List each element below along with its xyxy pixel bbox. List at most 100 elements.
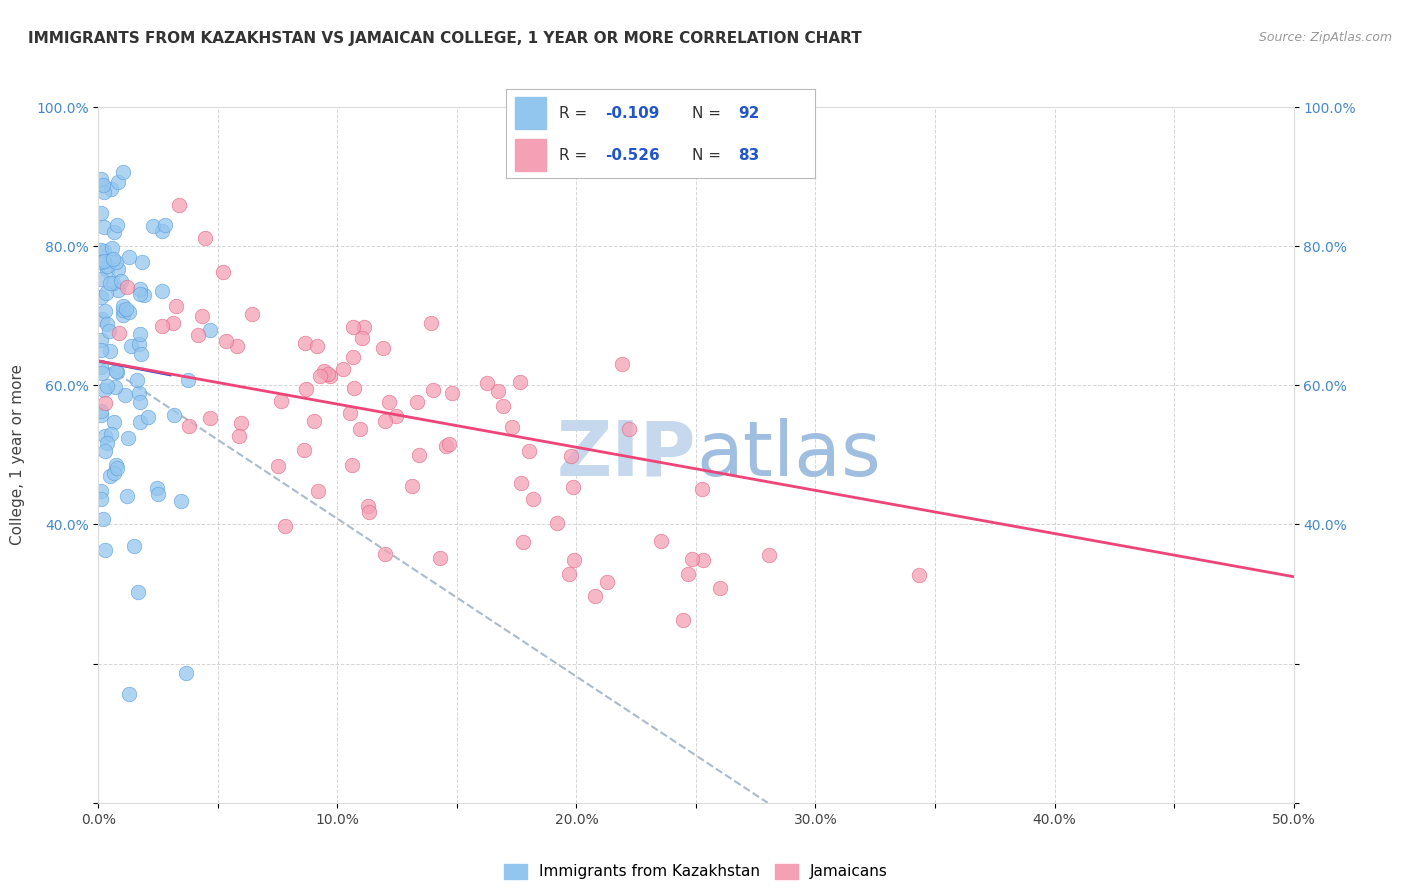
Jamaicans <box>191 309 214 323</box>
Immigrants from Kazakhstan <box>136 409 159 424</box>
Jamaicans <box>319 369 342 384</box>
Immigrants from Kazakhstan <box>115 301 138 316</box>
Immigrants from Kazakhstan <box>198 323 221 337</box>
Jamaicans <box>475 376 498 391</box>
Immigrants from Kazakhstan <box>98 276 121 290</box>
Immigrants from Kazakhstan <box>129 394 152 409</box>
Jamaicans <box>374 548 396 562</box>
Immigrants from Kazakhstan <box>105 458 128 472</box>
Immigrants from Kazakhstan <box>115 489 138 503</box>
Immigrants from Kazakhstan <box>150 224 173 238</box>
Jamaicans <box>357 499 380 513</box>
Immigrants from Kazakhstan <box>163 408 186 422</box>
Jamaicans <box>177 419 200 434</box>
Text: -0.526: -0.526 <box>605 148 659 162</box>
Jamaicans <box>352 331 374 345</box>
Jamaicans <box>406 395 429 409</box>
Immigrants from Kazakhstan <box>105 254 128 268</box>
Immigrants from Kazakhstan <box>107 175 129 189</box>
Immigrants from Kazakhstan <box>96 379 118 393</box>
Jamaicans <box>690 482 713 496</box>
Immigrants from Kazakhstan <box>94 429 117 443</box>
Jamaicans <box>342 458 364 472</box>
Jamaicans <box>240 307 263 321</box>
Jamaicans <box>343 381 366 395</box>
Immigrants from Kazakhstan <box>111 302 134 317</box>
Immigrants from Kazakhstan <box>155 218 177 232</box>
Jamaicans <box>512 534 534 549</box>
Immigrants from Kazakhstan <box>117 250 139 264</box>
Jamaicans <box>692 553 714 567</box>
Jamaicans <box>583 589 606 603</box>
Jamaicans <box>709 581 731 595</box>
Jamaicans <box>441 386 464 401</box>
Immigrants from Kazakhstan <box>103 225 125 239</box>
Immigrants from Kazakhstan <box>111 165 134 179</box>
Immigrants from Kazakhstan <box>90 408 112 422</box>
Jamaicans <box>509 375 531 389</box>
Jamaicans <box>617 422 640 436</box>
Immigrants from Kazakhstan <box>150 284 173 298</box>
Immigrants from Kazakhstan <box>94 285 117 300</box>
Jamaicans <box>676 566 699 581</box>
Immigrants from Kazakhstan <box>90 205 112 219</box>
Jamaicans <box>342 320 364 334</box>
Jamaicans <box>401 479 423 493</box>
Jamaicans <box>374 414 396 428</box>
Jamaicans <box>492 399 515 413</box>
Immigrants from Kazakhstan <box>103 466 125 480</box>
Immigrants from Kazakhstan <box>90 333 112 347</box>
Immigrants from Kazakhstan <box>118 687 141 701</box>
Jamaicans <box>267 458 290 473</box>
Immigrants from Kazakhstan <box>93 244 115 258</box>
Jamaicans <box>378 394 401 409</box>
Jamaicans <box>332 362 354 376</box>
Immigrants from Kazakhstan <box>117 431 139 445</box>
Immigrants from Kazakhstan <box>93 384 115 398</box>
Jamaicans <box>434 439 457 453</box>
Immigrants from Kazakhstan <box>103 415 125 429</box>
Jamaicans <box>294 335 316 350</box>
Text: -0.109: -0.109 <box>605 106 659 120</box>
Immigrants from Kazakhstan <box>90 272 112 286</box>
Jamaicans <box>371 341 394 355</box>
Jamaicans <box>907 568 929 582</box>
Immigrants from Kazakhstan <box>90 403 112 417</box>
Jamaicans <box>274 518 297 533</box>
Immigrants from Kazakhstan <box>129 326 152 341</box>
Legend: Immigrants from Kazakhstan, Jamaicans: Immigrants from Kazakhstan, Jamaicans <box>498 857 894 886</box>
Immigrants from Kazakhstan <box>98 468 121 483</box>
Immigrants from Kazakhstan <box>104 380 127 394</box>
Immigrants from Kazakhstan <box>129 415 152 429</box>
Immigrants from Kazakhstan <box>93 185 115 199</box>
Jamaicans <box>228 428 250 442</box>
Jamaicans <box>517 443 540 458</box>
Jamaicans <box>650 534 672 549</box>
Immigrants from Kazakhstan <box>132 288 155 302</box>
Immigrants from Kazakhstan <box>90 254 112 268</box>
Jamaicans <box>194 230 217 244</box>
Jamaicans <box>486 384 509 398</box>
Jamaicans <box>501 419 523 434</box>
Immigrants from Kazakhstan <box>146 481 169 495</box>
Jamaicans <box>200 411 222 425</box>
Jamaicans <box>308 369 330 384</box>
Bar <box>516 97 547 129</box>
Immigrants from Kazakhstan <box>96 318 118 332</box>
Jamaicans <box>307 483 329 498</box>
Jamaicans <box>339 406 361 420</box>
Text: atlas: atlas <box>696 418 880 491</box>
Jamaicans <box>560 449 582 463</box>
Immigrants from Kazakhstan <box>90 172 112 186</box>
Jamaicans <box>681 552 703 566</box>
Jamaicans <box>117 280 139 294</box>
Jamaicans <box>437 437 460 451</box>
Immigrants from Kazakhstan <box>91 367 114 381</box>
Immigrants from Kazakhstan <box>177 373 200 387</box>
Jamaicans <box>162 316 184 330</box>
Immigrants from Kazakhstan <box>103 277 125 291</box>
Jamaicans <box>546 516 568 530</box>
Immigrants from Kazakhstan <box>131 254 153 268</box>
Jamaicans <box>307 339 329 353</box>
Jamaicans <box>215 334 238 348</box>
